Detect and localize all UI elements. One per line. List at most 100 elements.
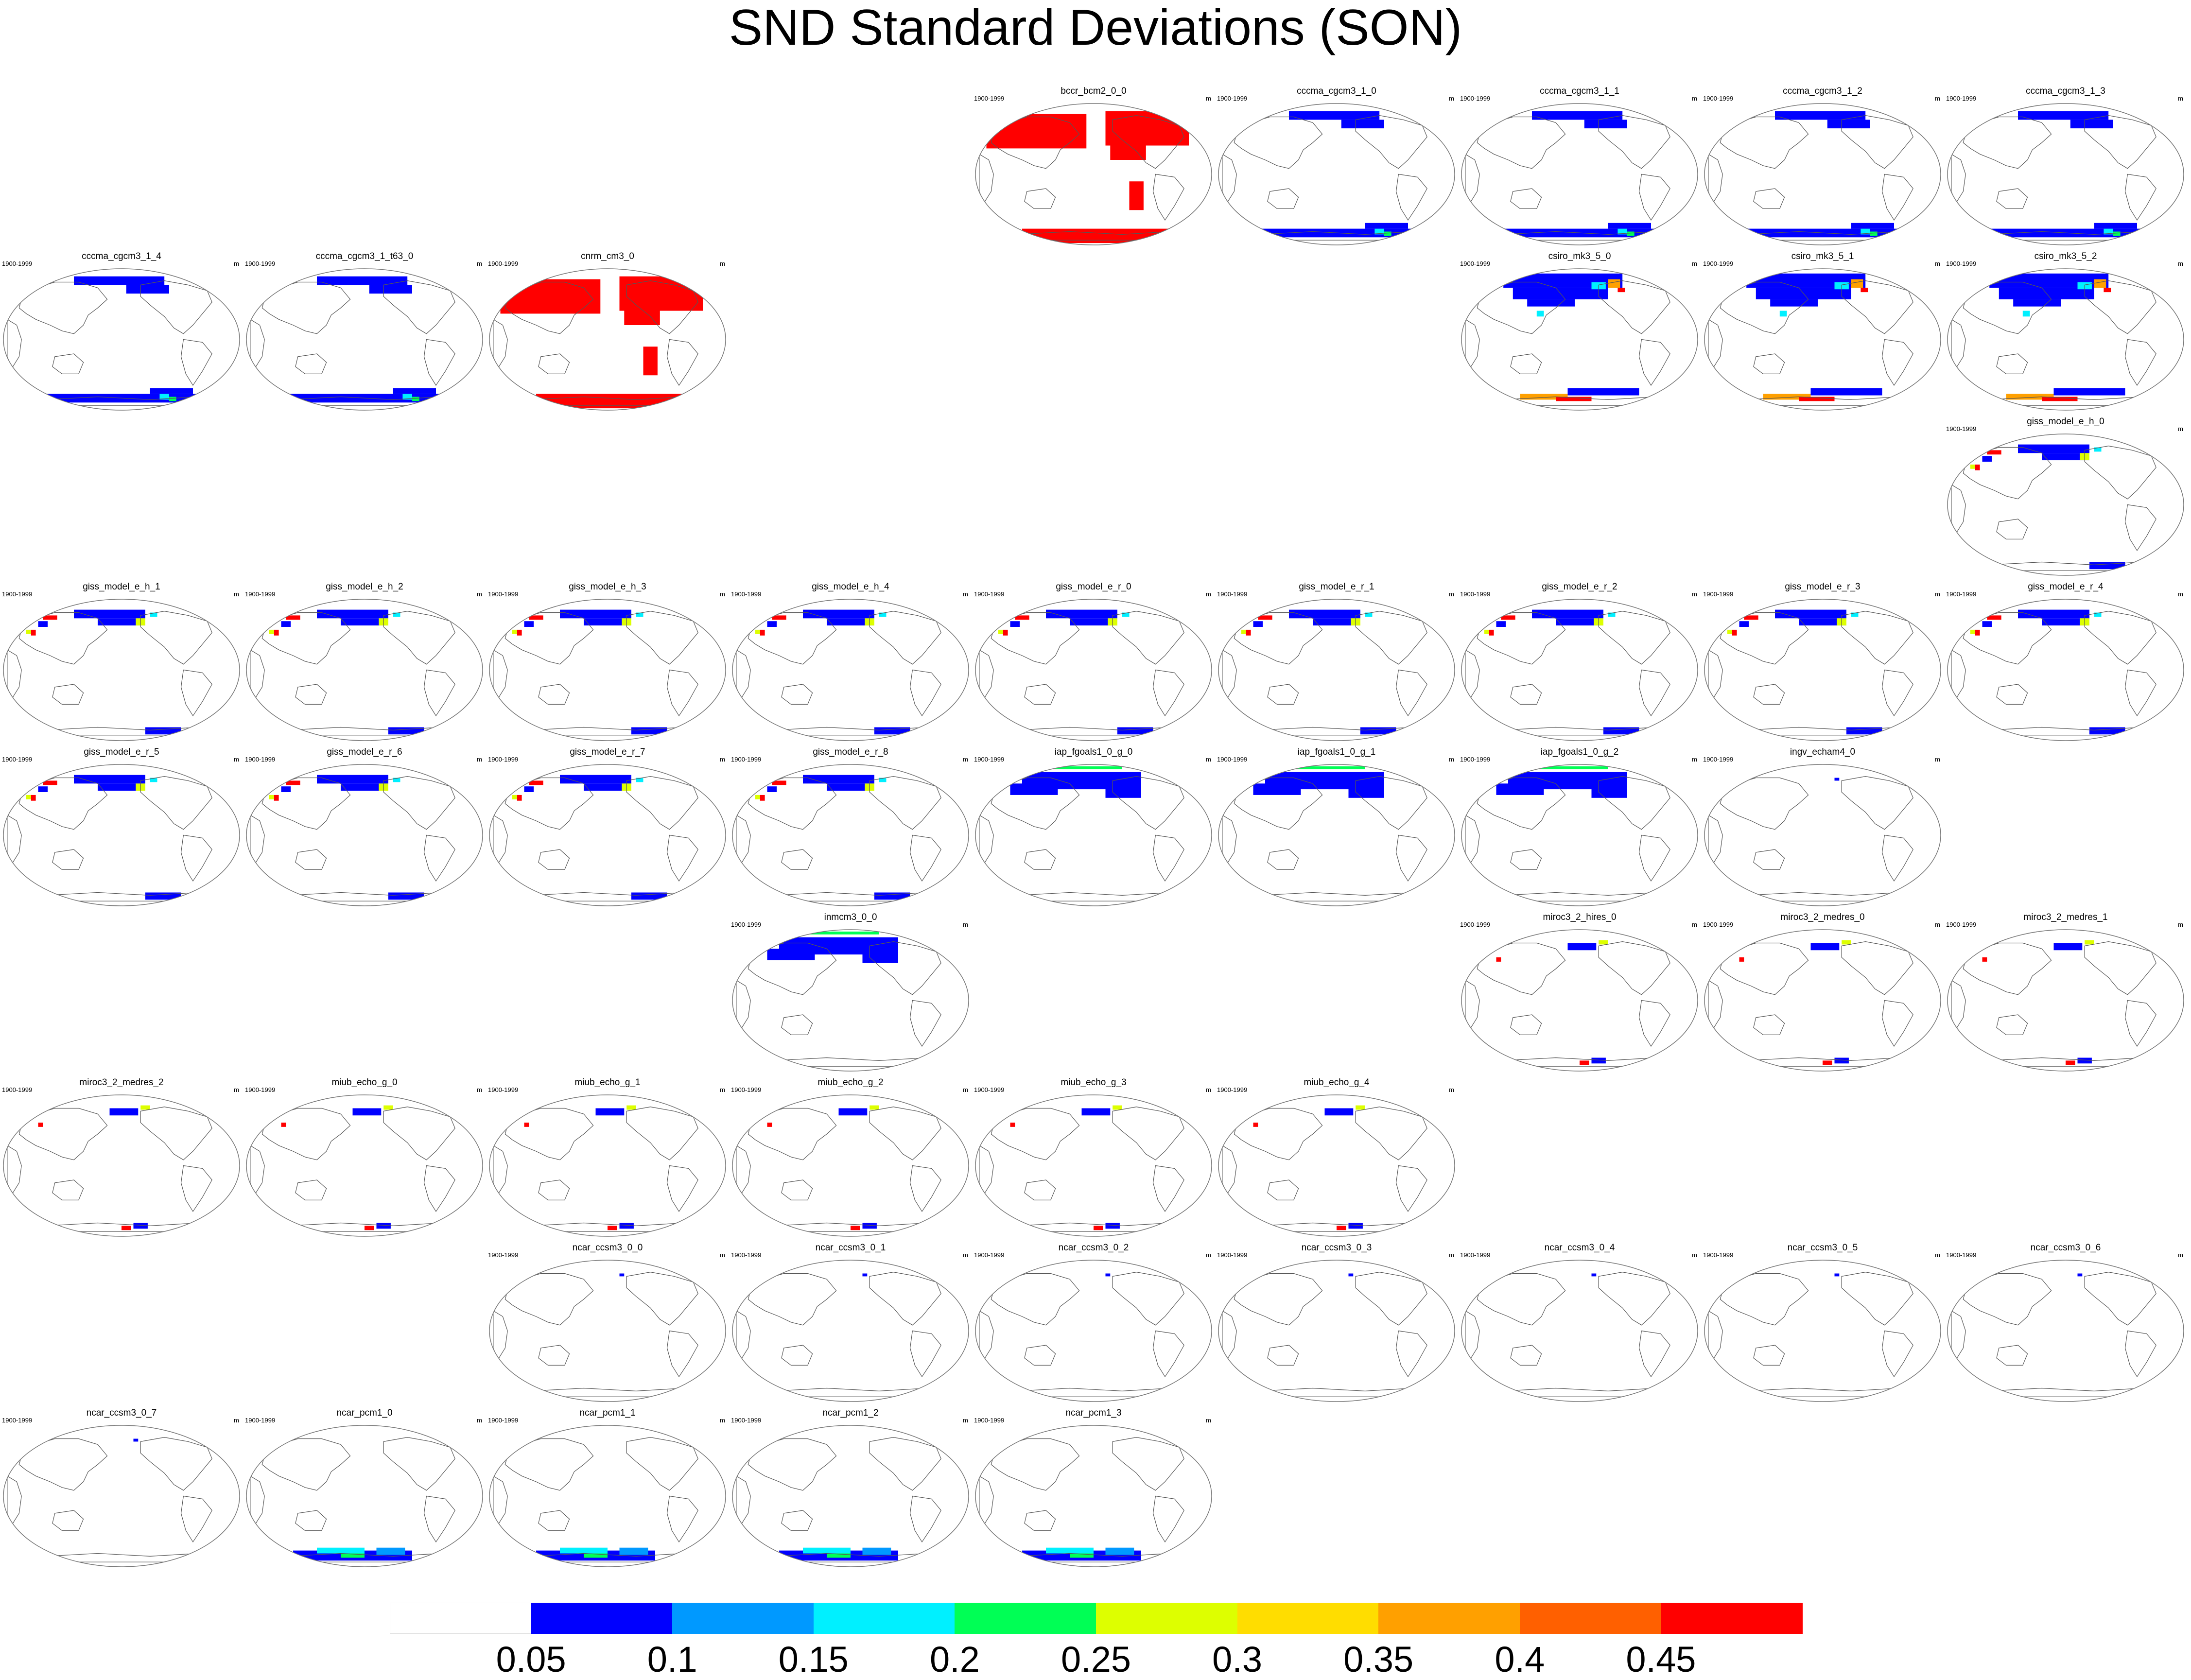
coastline	[493, 319, 508, 369]
snow-std-cells	[2077, 1057, 2092, 1064]
snow-std-cells	[517, 629, 522, 636]
panel-units-label: m	[1692, 1251, 1697, 1259]
snow-std-cells	[150, 388, 193, 394]
snow-std-cells	[1744, 615, 1758, 620]
panel-period-label: 1900-1999	[245, 756, 276, 763]
coastline	[1222, 814, 1237, 865]
snow-std-cells	[369, 285, 412, 294]
snow-std-cells	[512, 629, 517, 634]
snow-std-cells	[767, 1123, 772, 1127]
snow-std-cells	[1122, 612, 1130, 617]
snow-std-cells	[1617, 228, 1627, 235]
coastline	[538, 1345, 570, 1366]
coastline	[1598, 115, 1670, 169]
snow-std-cells	[122, 1226, 131, 1230]
coastline	[1951, 980, 1966, 1030]
coastline	[1355, 1271, 1427, 1326]
snow-std-cells	[2104, 228, 2113, 235]
coastline	[295, 1179, 327, 1200]
snow-std-cells	[1527, 299, 1575, 307]
snow-std-cells	[1851, 612, 1859, 617]
coastline	[180, 834, 212, 882]
panel-title: csiro_mk3_5_0	[1548, 251, 1611, 261]
map-boundary	[1461, 103, 1698, 245]
map-boundary	[1704, 1260, 1941, 1402]
world-map	[489, 1260, 726, 1402]
panel-period-label: 1900-1999	[2, 756, 33, 763]
map-panel: ncar_ccsm3_0_0 1900-1999 m	[486, 1242, 729, 1404]
snow-std-cells	[1113, 1105, 1122, 1110]
snow-std-cells	[619, 276, 703, 311]
coastline	[1598, 610, 1670, 665]
snow-std-cells	[260, 282, 272, 287]
coastline	[781, 1179, 813, 1200]
coastline	[1112, 1437, 1184, 1491]
panel-title: cccma_cgcm3_1_0	[1297, 86, 1376, 96]
snow-std-cells	[17, 282, 29, 287]
snow-std-cells	[1337, 1226, 1346, 1230]
snow-std-cells	[376, 1547, 405, 1555]
snow-std-cells	[1599, 940, 1608, 945]
world-map	[732, 1425, 969, 1567]
panel-period-label: 1900-1999	[488, 1086, 519, 1093]
snow-std-cells	[524, 621, 534, 627]
panel-title: ncar_ccsm3_0_7	[86, 1408, 157, 1418]
coastline	[1510, 1014, 1542, 1035]
coastline	[1267, 1179, 1299, 1200]
snow-std-cells	[133, 1438, 139, 1442]
panel-title: giss_model_e_r_5	[84, 747, 159, 757]
snow-std-cells	[2104, 288, 2111, 293]
map-panel: csiro_mk3_5_2 1900-1999 m	[1944, 250, 2187, 413]
coastline	[626, 610, 698, 665]
coastline	[626, 280, 698, 334]
colorbar-tick-label: 0.2	[929, 1639, 980, 1680]
panel-period-label: 1900-1999	[245, 260, 276, 267]
coastline	[18, 1438, 108, 1491]
snow-std-cells	[560, 609, 631, 619]
panel-units-label: m	[1935, 1251, 1940, 1259]
coastline	[538, 1510, 570, 1531]
map-panel: giss_model_e_h_2 1900-1999 m	[243, 581, 486, 744]
snow-std-cells	[636, 778, 643, 782]
coastline	[504, 281, 594, 334]
coastline	[1745, 1387, 1900, 1397]
coastline	[295, 849, 327, 870]
snow-std-cells	[1496, 621, 1506, 627]
coastline	[1638, 834, 1670, 882]
coastline	[261, 281, 351, 334]
world-map	[732, 764, 969, 906]
world-map	[489, 268, 726, 411]
coastline	[2084, 115, 2156, 169]
snow-std-cells	[2094, 612, 2102, 617]
snow-std-cells	[2042, 618, 2089, 626]
coastline	[1112, 776, 1184, 830]
snow-std-cells	[1253, 621, 1263, 627]
snow-std-cells	[584, 618, 631, 626]
coastline	[504, 1273, 594, 1326]
panel-period-label: 1900-1999	[2, 260, 33, 267]
panel-title: ncar_pcm1_3	[1065, 1408, 1122, 1418]
panel-title: ingv_echam4_0	[1790, 747, 1856, 757]
map-boundary	[1704, 764, 1941, 906]
snow-std-cells	[1739, 621, 1749, 627]
snow-std-cells	[767, 786, 777, 792]
coastline	[250, 319, 265, 369]
world-map	[1218, 1260, 1455, 1402]
coastline	[1477, 612, 1566, 665]
map-panel: miub_echo_g_2 1900-1999 m	[729, 1076, 972, 1239]
coastline	[869, 1271, 941, 1326]
snow-std-cells	[1532, 111, 1623, 120]
panel-title: iap_fgoals1_0_g_0	[1054, 747, 1133, 757]
snow-std-cells	[1105, 111, 1189, 146]
snow-std-cells	[341, 618, 388, 626]
coastline	[626, 1437, 698, 1491]
coastline	[1881, 173, 1913, 221]
world-map	[1947, 1260, 2184, 1402]
coastline	[1753, 684, 1785, 705]
panel-period-label: 1900-1999	[1217, 1086, 1248, 1093]
coastline	[1996, 1014, 2028, 1035]
snow-std-cells	[986, 114, 1087, 149]
coastline	[1638, 1000, 1670, 1047]
coastline	[44, 1553, 199, 1562]
panel-period-label: 1900-1999	[245, 590, 276, 598]
